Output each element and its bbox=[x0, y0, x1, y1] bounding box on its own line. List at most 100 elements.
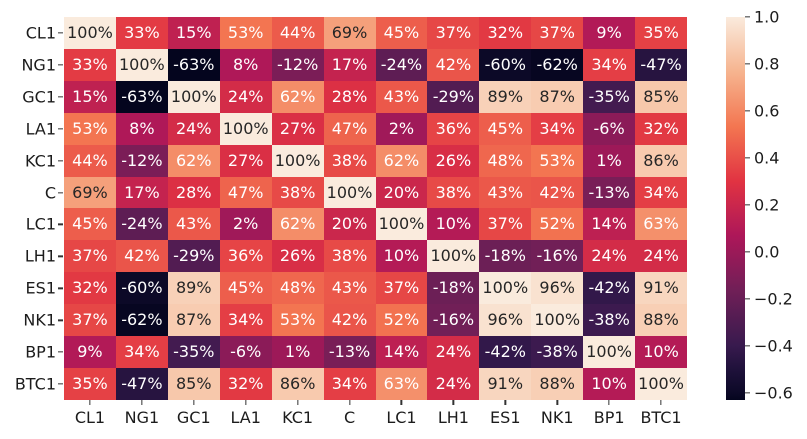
heatmap-cell: -29% bbox=[167, 240, 220, 273]
x-tick-label: BTC1 bbox=[640, 408, 682, 427]
heatmap-cell: -18% bbox=[479, 240, 532, 273]
colorbar-tick-mark bbox=[745, 298, 750, 300]
x-tick-label: LC1 bbox=[386, 408, 417, 427]
y-tick-label: BTC1 bbox=[14, 374, 56, 394]
heatmap-cell: 91% bbox=[479, 368, 532, 400]
x-tick-label: C bbox=[343, 408, 356, 427]
heatmap-cell: 69% bbox=[323, 17, 376, 49]
colorbar-tick-label: −0.2 bbox=[754, 289, 793, 309]
heatmap-cell: 10% bbox=[427, 208, 480, 241]
heatmap-cell: 32% bbox=[479, 17, 532, 49]
heatmap-cell: 32% bbox=[219, 368, 272, 400]
colorbar-tick-label: 0.6 bbox=[754, 101, 780, 121]
x-tick-mark bbox=[348, 400, 351, 405]
heatmap-cell: -62% bbox=[531, 48, 584, 81]
heatmap-cell: 42% bbox=[427, 48, 480, 81]
x-tick-mark bbox=[245, 400, 247, 405]
heatmap-cell: 36% bbox=[427, 112, 480, 145]
heatmap-cell: 52% bbox=[375, 304, 428, 337]
heatmap-cell: 43% bbox=[323, 272, 376, 305]
heatmap-cell: 1% bbox=[271, 336, 324, 369]
y-tick-mark bbox=[58, 96, 63, 98]
x-tick-mark bbox=[89, 400, 91, 405]
y-tick-label: BP1 bbox=[25, 342, 56, 362]
heatmap-cell: 26% bbox=[427, 144, 480, 177]
heatmap-cell: 100% bbox=[375, 208, 428, 241]
x-tick-mark bbox=[141, 400, 143, 405]
x-tick-mark bbox=[608, 400, 610, 405]
colorbar-tick-label: −0.6 bbox=[754, 383, 793, 403]
heatmap-cell: -62% bbox=[115, 304, 168, 337]
colorbar-tick-mark bbox=[745, 392, 750, 394]
heatmap-cell: 27% bbox=[219, 144, 272, 177]
heatmap-cell: -13% bbox=[583, 176, 636, 209]
heatmap-cell: -12% bbox=[271, 48, 324, 81]
heatmap-cell: 8% bbox=[115, 112, 168, 145]
heatmap-cell: 28% bbox=[167, 176, 220, 209]
x-tick-label: NK1 bbox=[540, 408, 574, 427]
heatmap-cell: -24% bbox=[375, 48, 428, 81]
heatmap-cell: 100% bbox=[64, 17, 116, 49]
heatmap-cell: 100% bbox=[531, 304, 584, 337]
heatmap-cell: 86% bbox=[635, 144, 687, 177]
y-tick-label: NK1 bbox=[23, 310, 56, 330]
heatmap-cell: 37% bbox=[64, 240, 116, 273]
heatmap-cell: 8% bbox=[219, 48, 272, 81]
heatmap-cell: 20% bbox=[323, 208, 376, 241]
heatmap-cell: 88% bbox=[635, 304, 687, 337]
y-tick-mark bbox=[58, 159, 63, 162]
heatmap-cell: 48% bbox=[479, 144, 532, 177]
heatmap-cell: 44% bbox=[64, 144, 116, 177]
heatmap-cell: 10% bbox=[375, 240, 428, 273]
heatmap-cell: 1% bbox=[583, 144, 636, 177]
heatmap-cell: 24% bbox=[427, 336, 480, 369]
y-tick-label: CL1 bbox=[25, 23, 56, 43]
heatmap-cell: -24% bbox=[115, 208, 168, 241]
heatmap-cell: 45% bbox=[219, 272, 272, 305]
heatmap-cell: 96% bbox=[531, 272, 584, 305]
colorbar-tick-mark bbox=[745, 345, 750, 347]
heatmap-cell: 96% bbox=[479, 304, 532, 337]
heatmap-cell: 62% bbox=[271, 80, 324, 113]
heatmap-cell: 10% bbox=[583, 368, 636, 400]
heatmap-cell: -38% bbox=[531, 336, 584, 369]
heatmap-cell: 63% bbox=[375, 368, 428, 400]
heatmap-cell: 10% bbox=[635, 336, 687, 369]
heatmap-cell: 34% bbox=[531, 112, 584, 145]
y-tick-label: LH1 bbox=[24, 246, 56, 266]
y-tick-mark bbox=[58, 191, 63, 194]
heatmap-cell: 48% bbox=[271, 272, 324, 305]
heatmap-cell: 37% bbox=[375, 272, 428, 305]
colorbar-tick-mark bbox=[745, 16, 750, 18]
colorbar-tick-label: 0.0 bbox=[754, 242, 780, 262]
heatmap-cell: 62% bbox=[271, 208, 324, 241]
heatmap-cell: 53% bbox=[64, 112, 116, 145]
colorbar-tick-mark bbox=[745, 157, 750, 159]
heatmap-cell: 100% bbox=[583, 336, 636, 369]
colorbar-tick-label: 0.4 bbox=[754, 148, 780, 168]
heatmap-cell: 28% bbox=[323, 80, 376, 113]
heatmap-cell: 9% bbox=[64, 336, 116, 369]
heatmap-cell: 24% bbox=[219, 80, 272, 113]
heatmap-cell: 89% bbox=[479, 80, 532, 113]
heatmap-cell: 34% bbox=[115, 336, 168, 369]
y-tick-mark bbox=[58, 128, 63, 130]
y-tick-mark bbox=[58, 255, 63, 258]
heatmap-cell: 85% bbox=[635, 80, 687, 113]
heatmap-cell: 24% bbox=[427, 368, 480, 400]
heatmap-cell: 32% bbox=[64, 272, 116, 305]
heatmap-cell: 100% bbox=[167, 80, 220, 113]
heatmap-cell: 91% bbox=[635, 272, 687, 305]
y-tick-label: NG1 bbox=[21, 55, 56, 75]
heatmap-cell: 33% bbox=[115, 17, 168, 49]
x-tick-label: BP1 bbox=[593, 408, 625, 427]
heatmap-cell: 36% bbox=[219, 240, 272, 273]
heatmap-cell: -35% bbox=[583, 80, 636, 113]
x-tick-label: KC1 bbox=[282, 408, 314, 427]
heatmap-cell: 37% bbox=[479, 208, 532, 241]
heatmap-cell: -6% bbox=[219, 336, 272, 369]
heatmap-cell: 47% bbox=[323, 112, 376, 145]
heatmap-cell: 32% bbox=[635, 112, 687, 145]
heatmap-cell: 52% bbox=[531, 208, 584, 241]
heatmap-cell: 85% bbox=[167, 368, 220, 400]
